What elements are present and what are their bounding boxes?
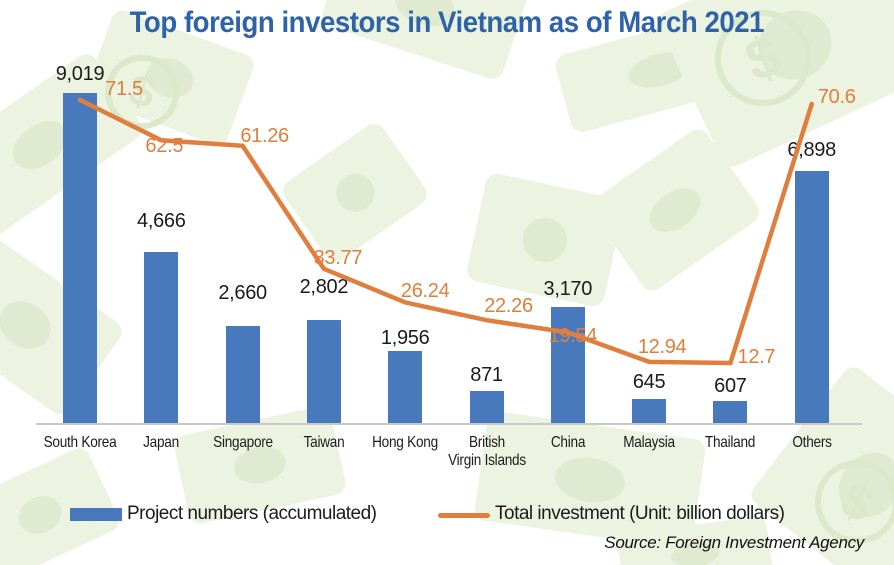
bar-singapore [225,325,260,423]
line-value-south-korea: 71.5 [105,78,143,100]
x-label-china: China [550,434,586,451]
chart-title: Top foreign investors in Vietnam as of M… [129,6,765,39]
line-legend-label: Total investment (Unit: billion dollars) [495,503,785,524]
line-value-malaysia: 12.94 [637,335,687,358]
x-label-south-korea: South Korea [43,434,117,451]
line-value-british-virgin-islands: 22.26 [484,295,533,318]
line-value-china: 19.54 [548,325,598,348]
line-value-japan: 62.5 [145,135,184,158]
legend: Project numbers (accumulated) Total inve… [0,500,894,532]
bar-legend-label: Project numbers (accumulated) [127,503,377,524]
line-legend-swatch [438,513,490,518]
line-value-others: 70.6 [817,86,856,109]
source-credit: Source: Foreign Investment Agency [604,533,864,552]
bar-legend-swatch [70,508,122,521]
bar-malaysia [632,399,667,423]
bar-value-british-virgin-islands: 871 [470,364,503,387]
bar-value-japan: 4,666 [137,210,186,233]
bar-south-korea [63,93,97,423]
x-label-japan: Japan [143,434,180,451]
x-label-malaysia: Malaysia [623,434,675,451]
bar-china [550,307,585,423]
bar-value-singapore: 2,660 [218,281,267,304]
bar-value-others: 6,898 [787,138,836,161]
line-value-taiwan: 33.77 [313,246,363,269]
bar-thailand [713,400,748,423]
line-value-thailand: 12.7 [737,346,776,368]
x-label-hong-kong: Hong Kong [372,434,439,451]
x-label-others: Others [792,434,832,451]
line-value-singapore: 61.26 [240,124,289,147]
bar-hong-kong [388,351,423,423]
bar-japan [144,252,179,423]
bar-value-china: 3,170 [543,278,593,300]
bar-british-virgin-islands [469,391,504,423]
x-label-singapore: Singapore [212,434,273,451]
bar-value-thailand: 607 [714,374,747,397]
bar-value-taiwan: 2,802 [299,276,349,299]
bar-value-south-korea: 9,019 [55,63,105,85]
bar-value-malaysia: 645 [632,371,666,394]
x-label-thailand: Thailand [705,434,756,451]
bar-value-hong-kong: 1,956 [380,327,430,350]
line-value-hong-kong: 26.24 [400,280,450,303]
bar-others [794,170,829,423]
x-label-british-virgin-islands: British Virgin Islands [447,434,526,469]
x-axis-line [36,423,862,425]
bar-taiwan [306,320,341,423]
dollar-bill-decoration [278,119,432,266]
x-label-taiwan: Taiwan [303,434,345,451]
